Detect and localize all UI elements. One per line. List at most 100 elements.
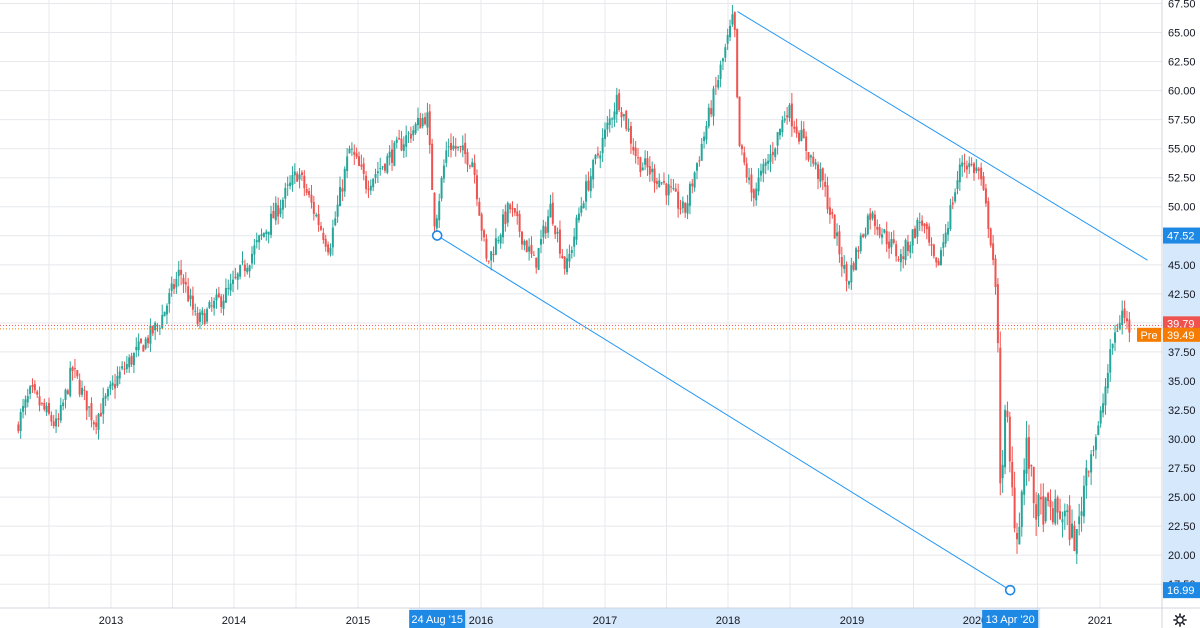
candle-body-up <box>1121 310 1124 325</box>
candle-body-up <box>843 265 846 269</box>
candle-body-up <box>331 227 334 248</box>
candle-body-up <box>660 182 663 184</box>
candle-body-up <box>601 137 604 154</box>
candle-body-up <box>402 144 405 151</box>
candle-body-down <box>646 158 649 168</box>
candle-body-up <box>407 132 410 134</box>
candle-body-down <box>752 189 755 199</box>
candle-body-up <box>542 225 545 238</box>
candle-body-down <box>71 367 74 371</box>
candle-body-up <box>369 185 372 191</box>
candle-body-down <box>1056 497 1059 513</box>
candle-body-down <box>914 228 917 239</box>
candle-body-up <box>445 150 448 163</box>
candle-body-up <box>222 300 225 309</box>
x-tick-label: 2019 <box>840 615 864 627</box>
candle-body-up <box>947 228 950 235</box>
candle-body-down <box>710 108 713 115</box>
candle-body-up <box>577 213 580 221</box>
candle-body-up <box>45 405 48 413</box>
candle-body-up <box>64 389 67 400</box>
price-line-label: 39.79 <box>1167 318 1195 330</box>
candle-body-up <box>1037 495 1040 517</box>
candle-body-up <box>658 180 661 188</box>
candle-body-down <box>428 111 431 145</box>
candle-body-down <box>1123 308 1126 318</box>
candle-body-up <box>251 253 254 264</box>
candle-body-up <box>156 325 159 327</box>
candle-body-up <box>260 234 263 236</box>
candle-body-down <box>520 231 523 245</box>
candle-body-down <box>852 263 855 270</box>
candle-body-up <box>154 322 157 331</box>
candle-body-up <box>778 128 781 136</box>
candle-body-up <box>116 375 119 386</box>
candle-body-down <box>828 207 831 215</box>
candle-body-up <box>168 292 171 304</box>
candle-body-down <box>191 295 194 310</box>
candle-body-down <box>817 164 820 179</box>
y-tick-label: 35.00 <box>1168 376 1196 388</box>
candle-body-down <box>511 208 514 210</box>
time-range-highlight <box>409 608 1041 628</box>
candle-body-up <box>975 167 978 172</box>
candle-body-down <box>750 174 753 193</box>
candle-body-up <box>239 265 242 277</box>
trendline[interactable] <box>737 11 1148 261</box>
candle-body-down <box>76 370 79 377</box>
candle-body-up <box>783 118 786 121</box>
candle-body-down <box>475 175 478 200</box>
candle-body-up <box>55 418 58 427</box>
candle-body-down <box>895 244 898 257</box>
candle-body-down <box>99 412 102 417</box>
candle-body-down <box>535 257 538 268</box>
trendline-handle-start[interactable] <box>431 230 443 241</box>
date-tag-label: 13 Apr '20 <box>986 614 1035 626</box>
candle-body-up <box>416 117 419 126</box>
candle-body-down <box>795 126 798 134</box>
candle-body-down <box>677 191 680 209</box>
trendline[interactable] <box>436 235 1011 591</box>
candle-body-up <box>836 232 839 237</box>
candle-body-down <box>994 258 997 288</box>
candle-body-down <box>530 244 533 254</box>
candle-body-up <box>949 205 952 230</box>
candle-body-up <box>880 234 883 238</box>
trendlines-layer <box>431 11 1148 596</box>
candle-body-down <box>180 269 183 275</box>
candle-body-down <box>450 142 453 151</box>
candle-body-down <box>400 138 403 151</box>
candle-body-down <box>684 202 687 213</box>
candle-body-up <box>769 154 772 163</box>
candle-body-down <box>951 202 954 205</box>
candle-body-up <box>1090 454 1093 473</box>
candle-body-up <box>213 300 216 309</box>
candle-body-down <box>984 188 987 204</box>
candle-body-up <box>1092 450 1095 452</box>
candle-body-down <box>308 191 311 196</box>
candle-body-up <box>255 240 258 243</box>
trendline-handle-end[interactable] <box>1004 584 1016 596</box>
candle-body-up <box>729 25 732 38</box>
candle-body-down <box>210 305 213 307</box>
candle-body-down <box>923 223 926 227</box>
candle-body-down <box>1016 532 1019 540</box>
candle-body-up <box>594 155 597 160</box>
candle-body-down <box>928 226 931 243</box>
candle-body-down <box>516 211 519 217</box>
price-line-tag <box>1163 327 1200 342</box>
candle-body-up <box>19 412 22 431</box>
candle-body-down <box>17 424 20 432</box>
gear-icon[interactable] <box>1173 613 1187 627</box>
candle-body-down <box>935 257 938 263</box>
candle-body-up <box>206 309 209 322</box>
x-tick-label: 2018 <box>716 615 740 627</box>
candle-body-up <box>198 312 201 322</box>
candle-body-up <box>627 128 630 131</box>
candle-body-up <box>447 146 450 148</box>
candle-body-down <box>513 208 516 213</box>
candle-body-down <box>478 201 481 216</box>
candle-body-down <box>509 204 512 210</box>
price-range-highlight <box>1163 235 1200 591</box>
